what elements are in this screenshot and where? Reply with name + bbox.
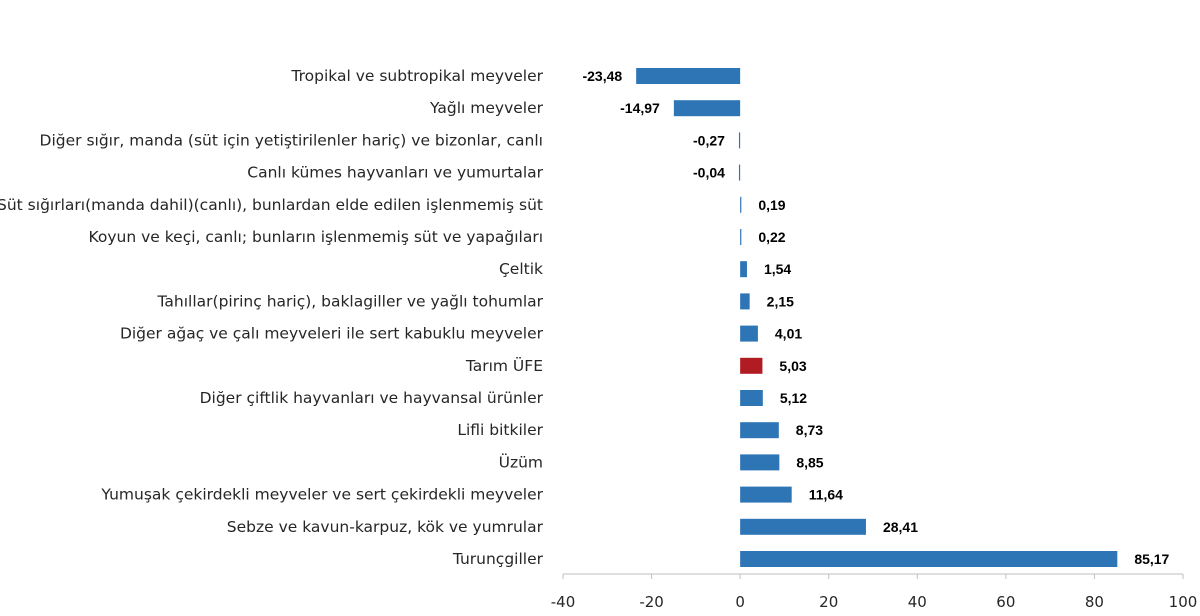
category-label: Tarım ÜFE: [465, 356, 543, 375]
bar: [740, 390, 763, 406]
x-tick-label: 60: [996, 593, 1015, 611]
value-labels: -23,48 -14,97 -0,27 -0,04 0,19 0,22 1,54 2,15 4,…: [582, 68, 1169, 567]
x-tick-label: 100: [1169, 593, 1198, 611]
x-tick-label: -20: [639, 593, 664, 611]
category-label: Süt sığırları(manda dahil)(canlı), bunla…: [0, 196, 543, 214]
data-label: -0,27: [693, 132, 725, 148]
category-label: Lifli bitkiler: [457, 421, 543, 439]
bar: [740, 358, 762, 374]
category-label: Koyun ve keçi, canlı; bunların işlenmemi…: [89, 228, 544, 246]
data-label: -0,04: [693, 165, 725, 181]
data-label: 5,12: [780, 390, 807, 406]
x-tick-label: 80: [1085, 593, 1104, 611]
data-label: 0,19: [758, 197, 785, 213]
data-label: 2,15: [767, 293, 794, 309]
data-label: 28,41: [883, 519, 918, 535]
category-label: Tahıllar(pirinç hariç), baklagiller ve y…: [157, 292, 544, 310]
data-label: -14,97: [620, 100, 660, 116]
category-label: Çeltik: [499, 260, 543, 278]
category-label: Yağlı meyveler: [429, 99, 544, 117]
data-label: 0,22: [758, 229, 785, 245]
category-label: Diğer çiftlik hayvanları ve hayvansal ür…: [200, 389, 544, 407]
category-label: Üzüm: [499, 452, 543, 471]
category-label: Sebze ve kavun-karpuz, kök ve yumrular: [227, 518, 544, 536]
x-tick-label: 0: [735, 593, 745, 611]
data-label: 5,03: [779, 358, 806, 374]
category-label: Turunçgiller: [452, 550, 544, 568]
category-label: Diğer ağaç ve çalı meyveleri ile sert ka…: [120, 325, 544, 343]
bar: [636, 68, 740, 84]
x-tick-label: 20: [819, 593, 838, 611]
category-label: Tropikal ve subtropikal meyveler: [290, 67, 543, 85]
bar: [739, 132, 740, 148]
bar: [740, 197, 741, 213]
category-label: Diğer sığır, manda (süt için yetiştirile…: [40, 131, 543, 149]
bar: [740, 487, 792, 503]
category-labels: Tropikal ve subtropikal meyveler Yağlı me…: [0, 67, 544, 568]
bar: [740, 422, 779, 438]
data-label: 11,64: [809, 487, 843, 503]
bar: [674, 100, 740, 116]
x-axis: -40 -20 0 20 40 60 80 100: [551, 574, 1198, 611]
data-label: 85,17: [1134, 551, 1169, 567]
bar: [740, 261, 747, 277]
bar: [740, 293, 750, 309]
x-tick-label: 40: [908, 593, 927, 611]
bar: [740, 551, 1117, 567]
bar: [740, 519, 866, 535]
bar: [739, 165, 740, 181]
bar: [740, 454, 779, 470]
data-label: -23,48: [582, 68, 622, 84]
category-label: Canlı kümes hayvanları ve yumurtalar: [247, 164, 543, 182]
x-tick-label: -40: [551, 593, 576, 611]
data-label: 4,01: [775, 326, 802, 342]
bar: [740, 326, 758, 342]
category-label: Yumuşak çekirdekli meyveler ve sert çeki…: [100, 486, 543, 504]
data-label: 1,54: [764, 261, 791, 277]
data-label: 8,73: [796, 422, 823, 438]
data-label: 8,85: [796, 454, 823, 470]
bar: [740, 229, 741, 245]
